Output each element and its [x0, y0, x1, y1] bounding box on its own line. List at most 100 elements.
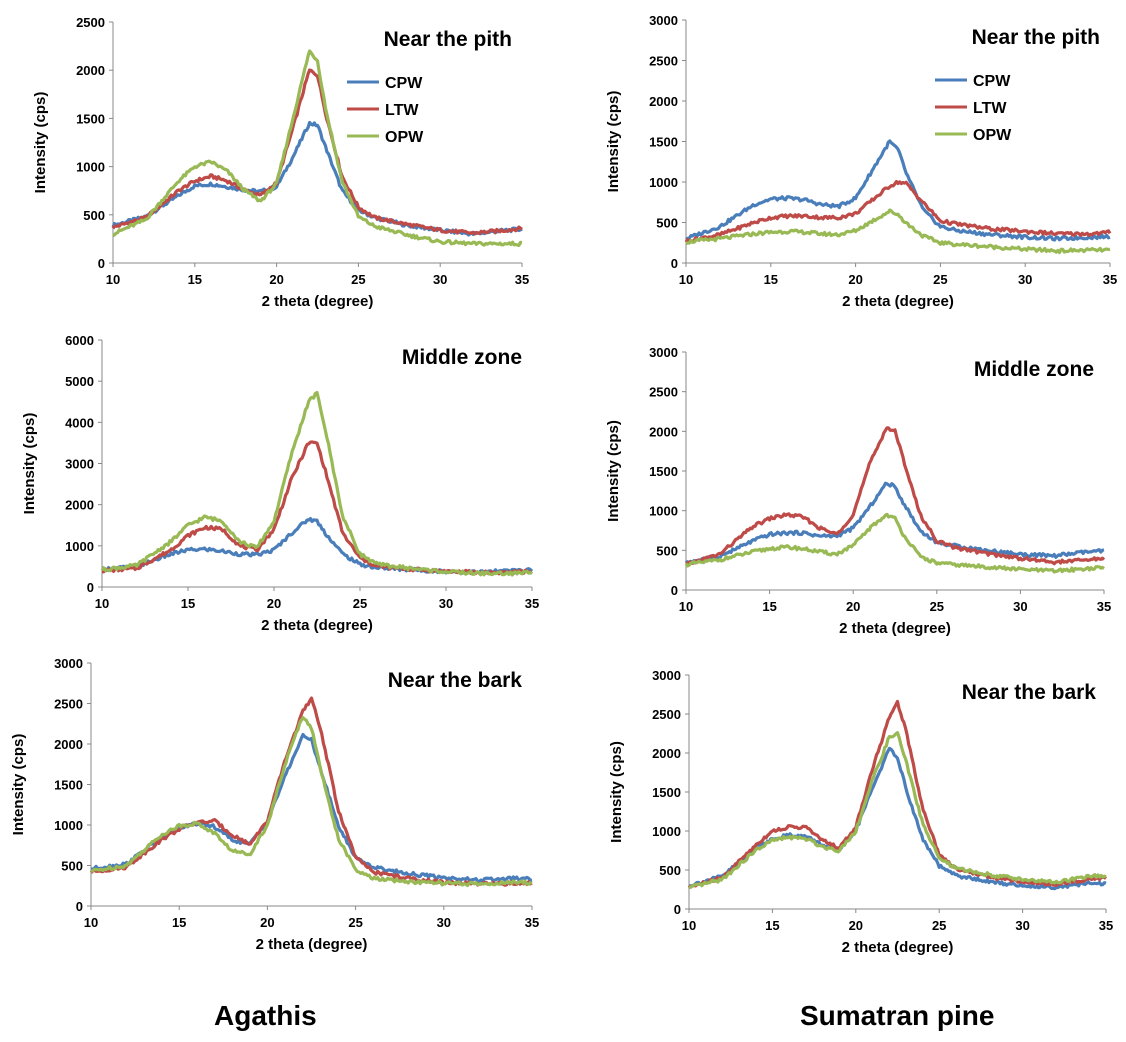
x-tick-label: 10 [95, 596, 109, 611]
y-axis-title: Intensity (cps) [608, 741, 625, 843]
x-tick-label: 25 [351, 272, 365, 287]
x-tick-label: 15 [181, 596, 195, 611]
series-line-opw [112, 49, 523, 247]
series-line-ltw [684, 179, 1112, 244]
x-tick-label: 20 [269, 272, 283, 287]
y-tick-label: 0 [87, 580, 94, 595]
x-axis-title: 2 theta (degree) [256, 936, 368, 953]
legend-label-opw: OPW [385, 129, 424, 146]
x-tick-label: 20 [848, 272, 862, 287]
series-line-ltw [111, 68, 523, 236]
panel-title: Middle zone [402, 346, 522, 369]
x-tick-label: 20 [849, 918, 863, 933]
y-tick-label: 0 [76, 899, 83, 914]
y-tick-label: 1000 [649, 175, 678, 190]
y-tick-label: 1500 [649, 135, 678, 150]
series-line-opw [688, 731, 1107, 889]
y-tick-label: 5000 [65, 374, 94, 389]
x-tick-label: 25 [930, 599, 944, 614]
y-tick-label: 1000 [65, 539, 94, 554]
x-tick-label: 15 [188, 272, 202, 287]
legend-label-cpw: CPW [385, 75, 423, 92]
x-tick-label: 10 [106, 272, 120, 287]
x-tick-label: 30 [439, 596, 453, 611]
xrd-panel-2: 0 500 1000 1500 2000 2500 3000 10 15 20 25 30 35 2 th… [605, 13, 1117, 310]
series-line-cpw [685, 139, 1111, 242]
xrd-panel-1: 0 500 1000 1500 2000 2500 10 15 20 25 30 35 2 theta … [32, 15, 529, 310]
y-axis-title: Intensity (cps) [605, 91, 622, 193]
y-tick-label: 2500 [652, 707, 681, 722]
y-tick-label: 1500 [76, 111, 105, 126]
series-line-ltw [685, 426, 1106, 566]
x-tick-label: 35 [1099, 918, 1113, 933]
y-tick-label: 2500 [649, 54, 678, 69]
y-tick-label: 2500 [76, 15, 105, 30]
y-tick-label: 2500 [54, 697, 83, 712]
x-tick-label: 35 [525, 915, 539, 930]
y-tick-label: 2000 [65, 498, 94, 513]
y-tick-label: 1500 [54, 778, 83, 793]
y-tick-label: 2000 [649, 424, 678, 439]
x-tick-label: 15 [172, 915, 186, 930]
y-tick-label: 3000 [54, 656, 83, 671]
x-tick-label: 20 [846, 599, 860, 614]
y-tick-label: 1000 [649, 504, 678, 519]
y-tick-label: 500 [656, 543, 678, 558]
column-caption-sumatran-pine: Sumatran pine [800, 1000, 995, 1031]
y-tick-label: 3000 [649, 345, 678, 360]
y-tick-label: 2000 [76, 63, 105, 78]
x-tick-label: 30 [437, 915, 451, 930]
series-line-ltw [102, 440, 533, 576]
y-tick-label: 4000 [65, 415, 94, 430]
x-axis-title: 2 theta (degree) [839, 620, 951, 637]
y-axis-title: Intensity (cps) [32, 92, 49, 194]
y-tick-label: 1000 [76, 160, 105, 175]
x-tick-label: 20 [267, 596, 281, 611]
y-axis-title: Intensity (cps) [10, 734, 27, 836]
xrd-panel-3: 0 1000 2000 3000 4000 5000 6000 10 15 20 25 30 35 2 t… [21, 333, 539, 634]
y-tick-label: 500 [61, 859, 83, 874]
y-tick-label: 2000 [649, 94, 678, 109]
y-tick-label: 1000 [652, 824, 681, 839]
series-line-opw [100, 390, 533, 577]
series-line-opw [685, 208, 1111, 255]
x-tick-label: 35 [1097, 599, 1111, 614]
column-caption-agathis: Agathis [214, 1000, 317, 1031]
y-tick-label: 500 [659, 863, 681, 878]
x-axis-title: 2 theta (degree) [262, 293, 374, 310]
x-tick-label: 15 [762, 599, 776, 614]
y-tick-label: 2000 [54, 737, 83, 752]
y-tick-label: 0 [98, 256, 105, 271]
x-tick-label: 35 [515, 272, 529, 287]
legend-label-ltw: LTW [385, 102, 419, 119]
x-axis-title: 2 theta (degree) [261, 617, 373, 634]
y-tick-label: 1500 [649, 464, 678, 479]
series-line-cpw [688, 746, 1107, 891]
y-tick-label: 3000 [65, 457, 94, 472]
series-line-opw [90, 716, 533, 888]
x-tick-label: 10 [84, 915, 98, 930]
x-tick-label: 15 [764, 272, 778, 287]
x-axis-title: 2 theta (degree) [842, 293, 954, 310]
y-tick-label: 3000 [652, 668, 681, 683]
x-axis-title: 2 theta (degree) [842, 939, 954, 956]
y-tick-label: 2500 [649, 385, 678, 400]
x-tick-label: 30 [433, 272, 447, 287]
x-tick-label: 10 [679, 599, 693, 614]
y-axis-title: Intensity (cps) [605, 420, 622, 522]
y-tick-label: 2000 [652, 746, 681, 761]
series-line-cpw [684, 481, 1105, 565]
x-tick-label: 30 [1013, 599, 1027, 614]
x-tick-label: 30 [1015, 918, 1029, 933]
legend-label-ltw: LTW [973, 100, 1007, 117]
x-tick-label: 25 [353, 596, 367, 611]
series-line-ltw [687, 699, 1108, 889]
y-tick-label: 3000 [649, 13, 678, 28]
series-line-cpw [90, 732, 533, 883]
panel-title: Middle zone [974, 358, 1094, 381]
x-tick-label: 30 [1018, 272, 1032, 287]
xrd-panel-5: 0 500 1000 1500 2000 2500 3000 10 15 20 25 30 35 2 th… [10, 656, 539, 953]
panel-title: Near the pith [384, 28, 512, 51]
x-tick-label: 15 [765, 918, 779, 933]
